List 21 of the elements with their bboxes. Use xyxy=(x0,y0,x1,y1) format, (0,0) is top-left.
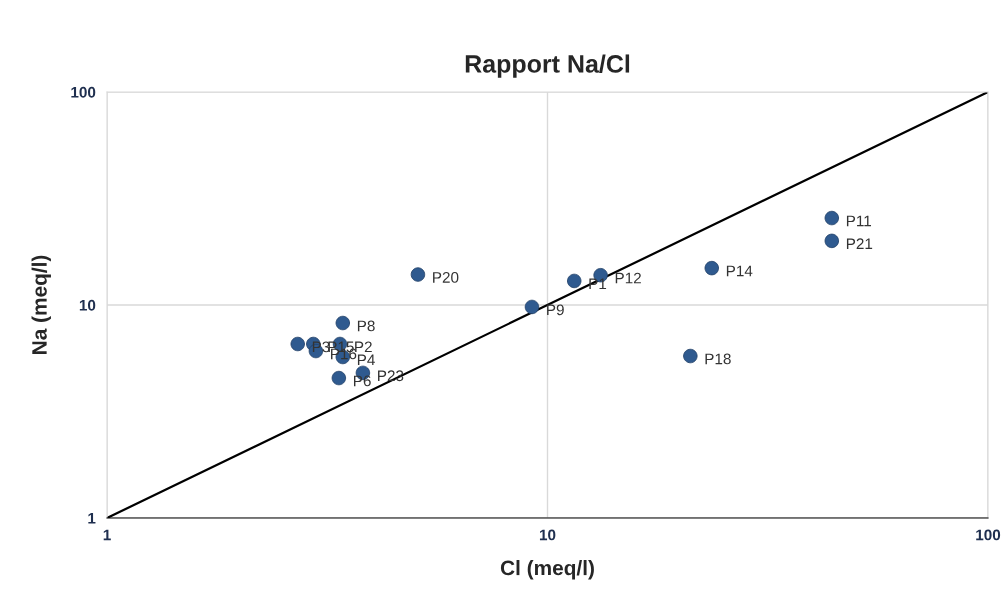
chart-title: Rapport Na/Cl xyxy=(465,54,630,78)
x-tick-label: 100 xyxy=(976,529,1001,541)
x-tick-label: 1 xyxy=(103,529,111,541)
y-tick-label: 1 xyxy=(88,513,96,524)
annotation: P4 xyxy=(357,354,375,366)
annotation: P14 xyxy=(726,265,753,277)
annotation: P9 xyxy=(547,304,564,316)
y-tick-label: 100 xyxy=(71,86,96,98)
annotation: P3 xyxy=(312,341,330,353)
annotation: P18 xyxy=(705,353,731,365)
y-tick-label: 10 xyxy=(79,299,96,311)
x-tick-label: 10 xyxy=(539,529,556,541)
annotation: P12 xyxy=(615,272,641,284)
annotation: P20 xyxy=(433,271,459,283)
annotation: P2 xyxy=(355,341,372,353)
annotation: P8 xyxy=(357,320,375,332)
annotation: P6 xyxy=(353,375,371,387)
x-axis-title: Cl (meq/l) xyxy=(500,560,594,580)
annotation: P21 xyxy=(846,238,873,249)
annotation: P11 xyxy=(846,215,872,227)
y-axis-title: Na (meq/l) xyxy=(31,255,51,354)
